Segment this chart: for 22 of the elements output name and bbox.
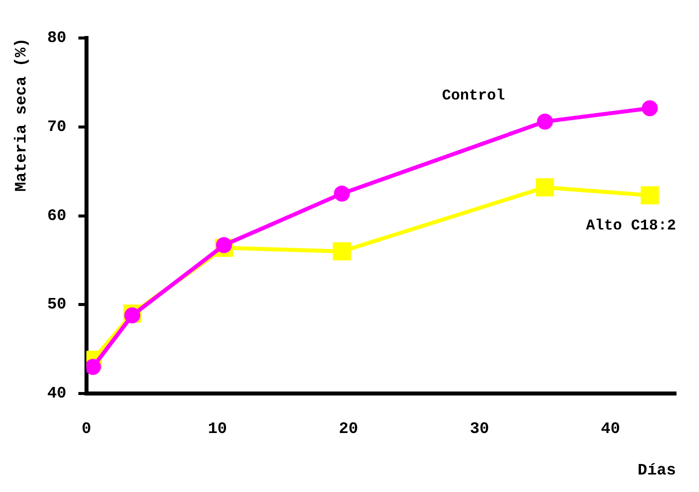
y-tick-label: 50	[47, 296, 66, 314]
point	[536, 114, 553, 130]
y-tick-label: 60	[47, 206, 66, 225]
x-tick-label: 30	[470, 420, 490, 438]
point	[640, 186, 659, 204]
y-tick-label: 80	[47, 29, 66, 48]
point	[642, 100, 658, 116]
x-tick-label: 10	[208, 420, 228, 438]
y-tick-label: 70	[47, 118, 66, 136]
x-tick-label: 40	[600, 420, 620, 438]
series-label: Control	[442, 88, 505, 105]
point	[86, 358, 101, 375]
y-axis-title: Materia seca (%)	[12, 38, 31, 192]
point	[334, 186, 350, 202]
point	[332, 242, 351, 260]
y-tick-label: 40	[47, 384, 66, 403]
point	[536, 178, 554, 196]
x-tick-label: 0	[82, 420, 92, 438]
x-tick-label: 20	[338, 420, 358, 438]
x-axis-title: Días	[638, 461, 676, 480]
point	[216, 237, 232, 254]
series-label: Alto C18:2	[586, 217, 676, 234]
